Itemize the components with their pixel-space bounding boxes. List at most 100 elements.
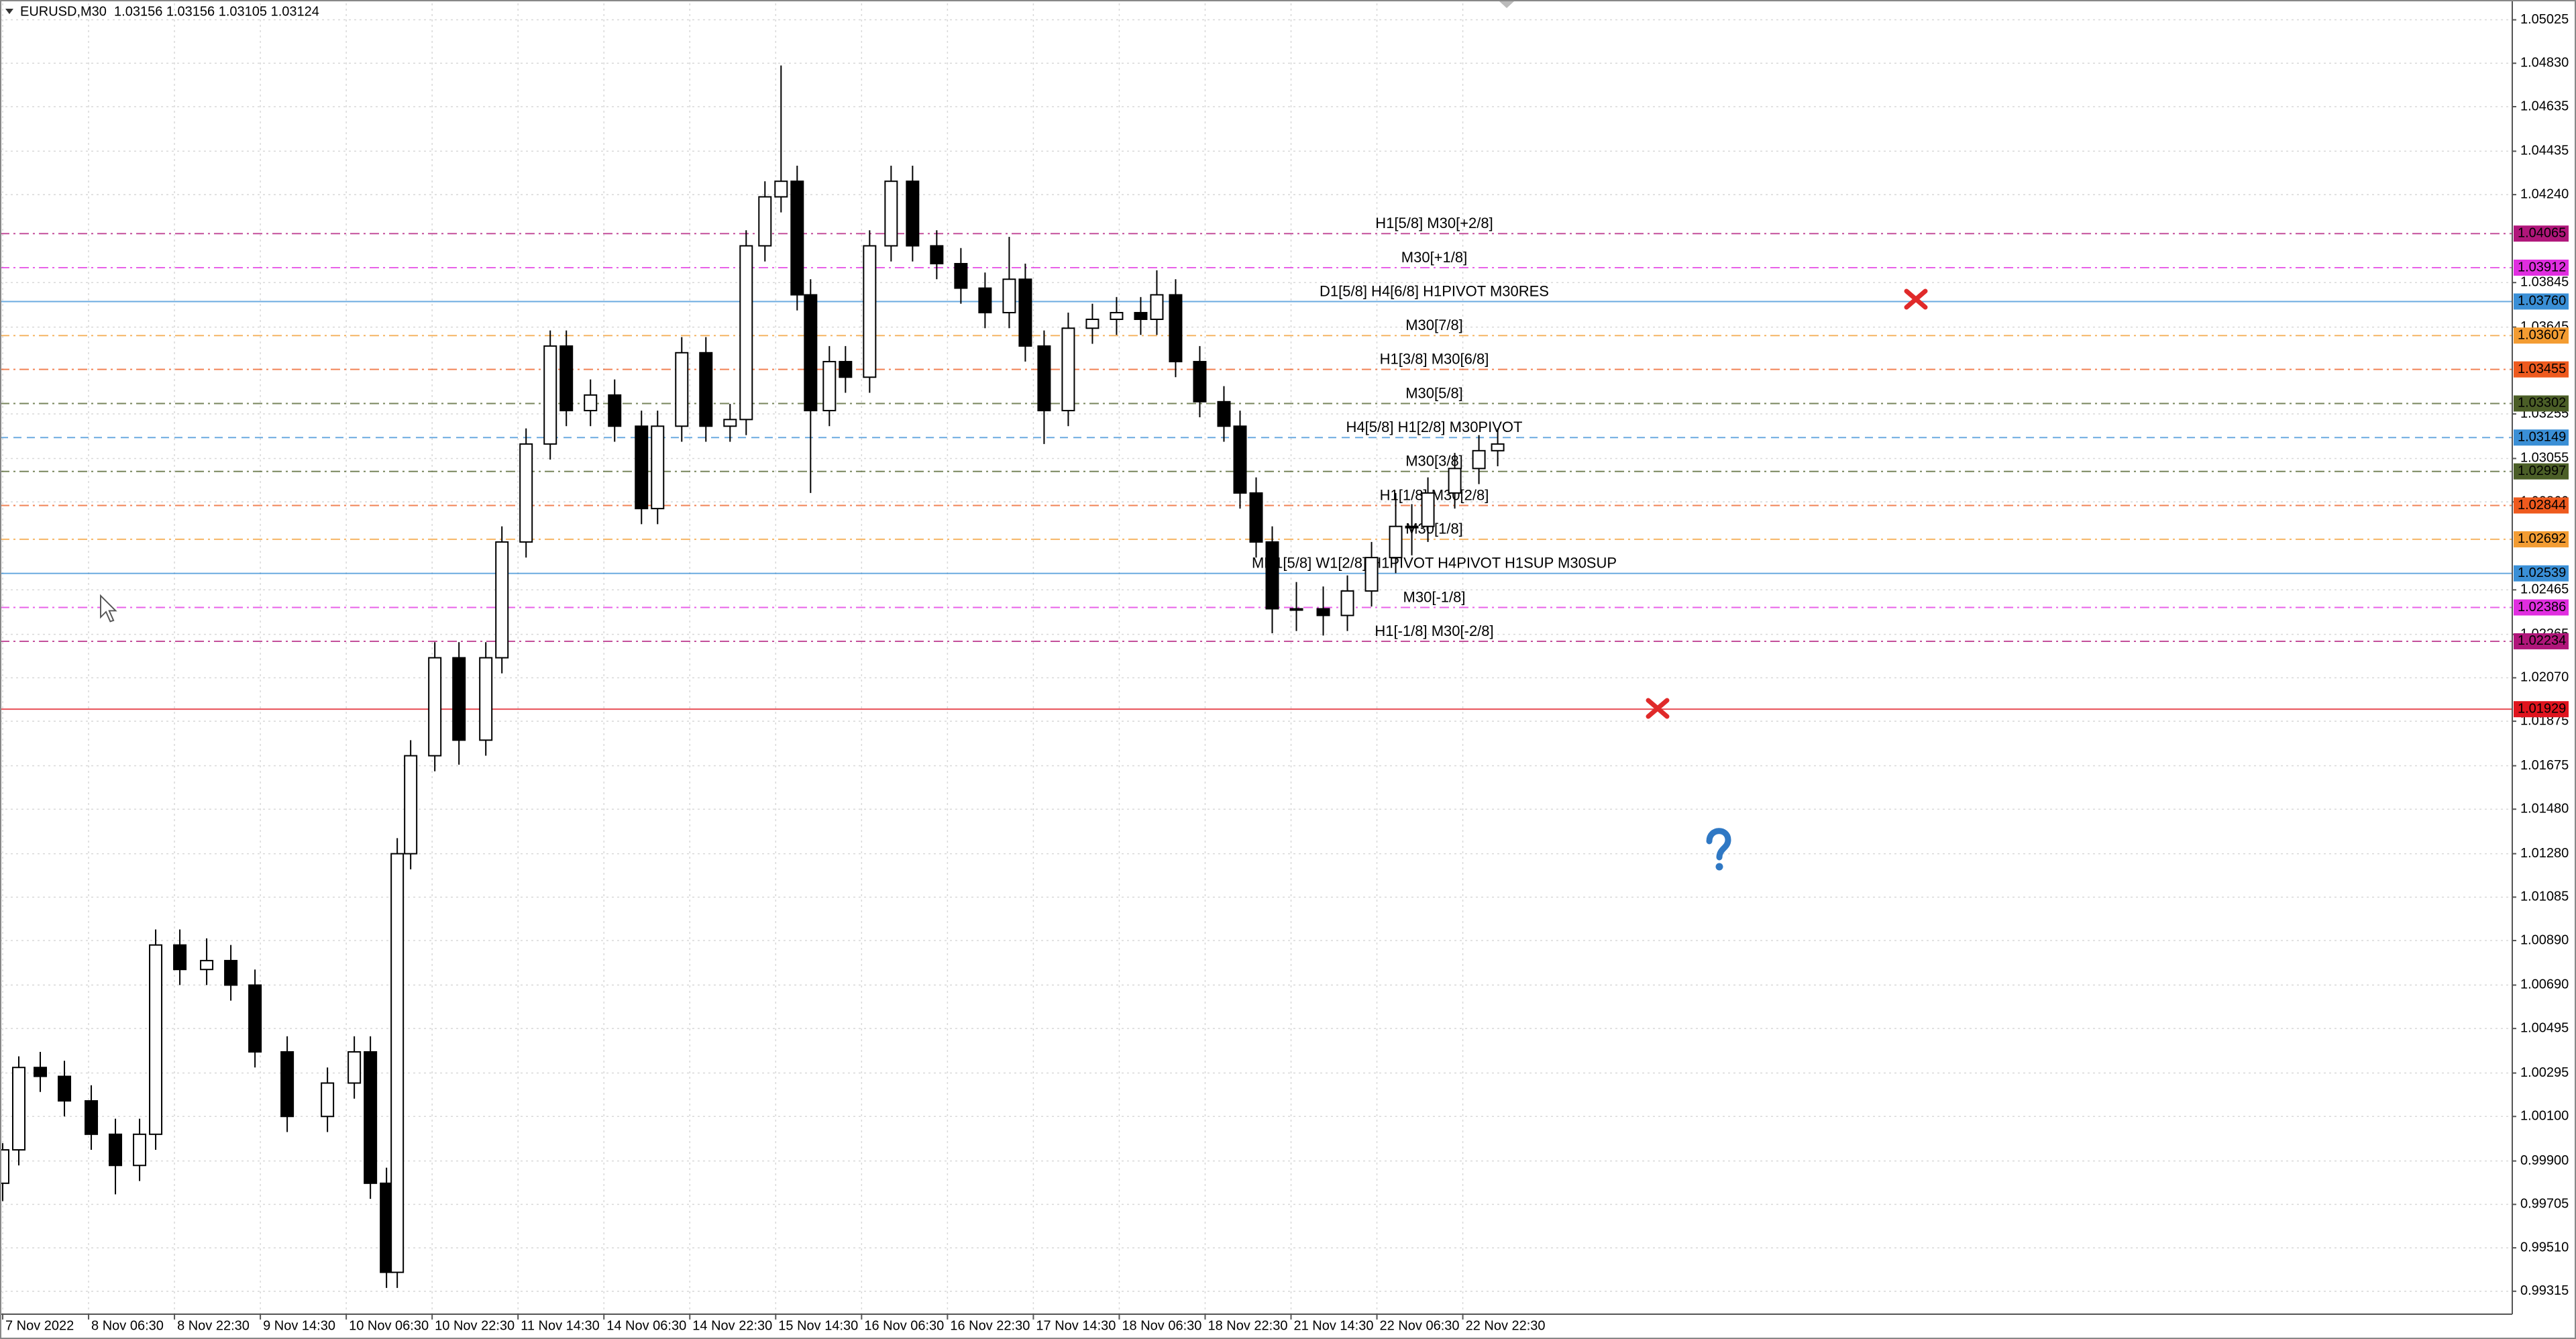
price-tag-label: 1.02692 [2518, 531, 2566, 546]
y-tick-label: 1.00495 [2520, 1020, 2569, 1035]
y-tick-label: 1.00890 [2520, 932, 2569, 947]
price-tag-label: 1.02997 [2518, 464, 2566, 478]
symbol-menu-arrow[interactable] [5, 9, 13, 14]
price-tag [2514, 225, 2569, 242]
candle-body [452, 657, 466, 741]
x-tick-label: 22 Nov 06:30 [1380, 1318, 1460, 1333]
y-tick-label: 1.02070 [2520, 670, 2569, 685]
x-tick-label: 16 Nov 06:30 [864, 1318, 944, 1333]
x-tick-label: 11 Nov 14:30 [521, 1318, 600, 1333]
candle-body [774, 180, 788, 198]
y-tick-label: 1.05025 [2520, 12, 2569, 27]
x-tick-label: 14 Nov 06:30 [606, 1318, 686, 1333]
price-tag-label: 1.02539 [2518, 566, 2566, 580]
price-tag [2514, 429, 2569, 446]
candle-body [1169, 294, 1183, 363]
x-tick-label: 15 Nov 14:30 [778, 1318, 858, 1333]
y-tick-label: 1.04635 [2520, 99, 2569, 113]
x-tick-label: 14 Nov 22:30 [692, 1318, 772, 1333]
candle-body [495, 541, 509, 659]
chart-shift-marker[interactable] [1499, 1, 1514, 8]
candle-body [1233, 425, 1247, 494]
cursor [100, 594, 117, 623]
candle-body [1061, 327, 1075, 412]
y-tick-label: 1.02465 [2520, 582, 2569, 597]
candle-body [699, 352, 713, 427]
x-tick-label: 7 Nov 2022 [5, 1318, 74, 1333]
candle-body [884, 180, 898, 247]
candle-body [12, 1067, 26, 1151]
candle-body [321, 1082, 335, 1118]
x-tick-label: 16 Nov 22:30 [950, 1318, 1030, 1333]
candle-body [1018, 278, 1032, 347]
candle-body [404, 755, 418, 855]
candle-body [1110, 312, 1124, 320]
y-tick-label: 1.03845 [2520, 275, 2569, 290]
y-tick-label: 0.99900 [2520, 1153, 2569, 1168]
level-label: H1[5/8] M30[+2/8] [1375, 215, 1493, 231]
level-label: M30[+1/8] [1401, 249, 1467, 266]
y-tick-label: 1.04240 [2520, 186, 2569, 201]
candle-body [1085, 318, 1099, 329]
candle-body [1421, 492, 1435, 527]
candle-body [173, 944, 187, 971]
question-marker[interactable] [1706, 828, 1731, 871]
candles [0, 65, 1505, 1288]
candle-body [85, 1100, 99, 1135]
x-tick-label: 8 Nov 22:30 [177, 1318, 250, 1333]
candle-body [200, 959, 214, 971]
candle-body [1217, 400, 1231, 427]
price-tag-label: 1.03302 [2518, 396, 2566, 411]
y-tick-label: 1.01280 [2520, 846, 2569, 861]
price-tag-label: 1.02234 [2518, 633, 2566, 648]
candle-body [1364, 557, 1379, 592]
candle-body [651, 425, 665, 510]
candle-body [839, 361, 853, 378]
price-tag-label: 1.02844 [2518, 498, 2566, 513]
price-tag [2514, 395, 2569, 412]
price-tag [2514, 327, 2569, 344]
price-tag [2514, 259, 2569, 276]
candle-body [390, 853, 405, 1273]
candle-body [1037, 345, 1051, 412]
candle-body [0, 1149, 10, 1184]
level-label: H1[-1/8] M30[-2/8] [1375, 623, 1493, 639]
candle-body [723, 419, 737, 427]
candle-body [1289, 608, 1303, 611]
candle-body [1472, 449, 1486, 470]
candle-body [608, 394, 622, 427]
candle-body [675, 352, 689, 427]
candle-body [519, 443, 533, 543]
candle-body [1265, 541, 1279, 610]
candle-body [863, 245, 877, 378]
level-label: M30[-1/8] [1403, 588, 1466, 605]
x-tick-label: 8 Nov 06:30 [91, 1318, 164, 1333]
cross-marker[interactable] [1646, 698, 1670, 719]
level-label: H4[5/8] H1[2/8] M30PIVOT [1346, 419, 1523, 435]
candle-body [1405, 525, 1419, 529]
candle-body [739, 245, 753, 421]
level-label: D1[5/8] H4[6/8] H1PIVOT M30RES [1320, 282, 1549, 299]
y-tick-label: 1.00100 [2520, 1109, 2569, 1124]
level-label: M30[3/8] [1405, 453, 1463, 470]
candle-body [34, 1067, 48, 1077]
price-tag-label: 1.03607 [2518, 328, 2566, 343]
level-label: M30[5/8] [1405, 384, 1463, 401]
price-tag [2514, 701, 2569, 718]
cross-marker[interactable] [1904, 288, 1928, 310]
price-tag-label: 1.03455 [2518, 362, 2566, 376]
candle-body [804, 294, 818, 412]
candle-body [428, 657, 442, 757]
price-tag-label: 1.02386 [2518, 600, 2566, 614]
price-tag-label: 1.01929 [2518, 701, 2566, 716]
candle-body [543, 345, 557, 445]
y-tick-label: 1.01085 [2520, 890, 2569, 904]
x-tick-label: 10 Nov 22:30 [435, 1318, 515, 1333]
candle-body [1448, 468, 1462, 494]
price-tag-label: 1.03912 [2518, 260, 2566, 274]
level-label: H1[3/8] M30[6/8] [1380, 350, 1489, 367]
